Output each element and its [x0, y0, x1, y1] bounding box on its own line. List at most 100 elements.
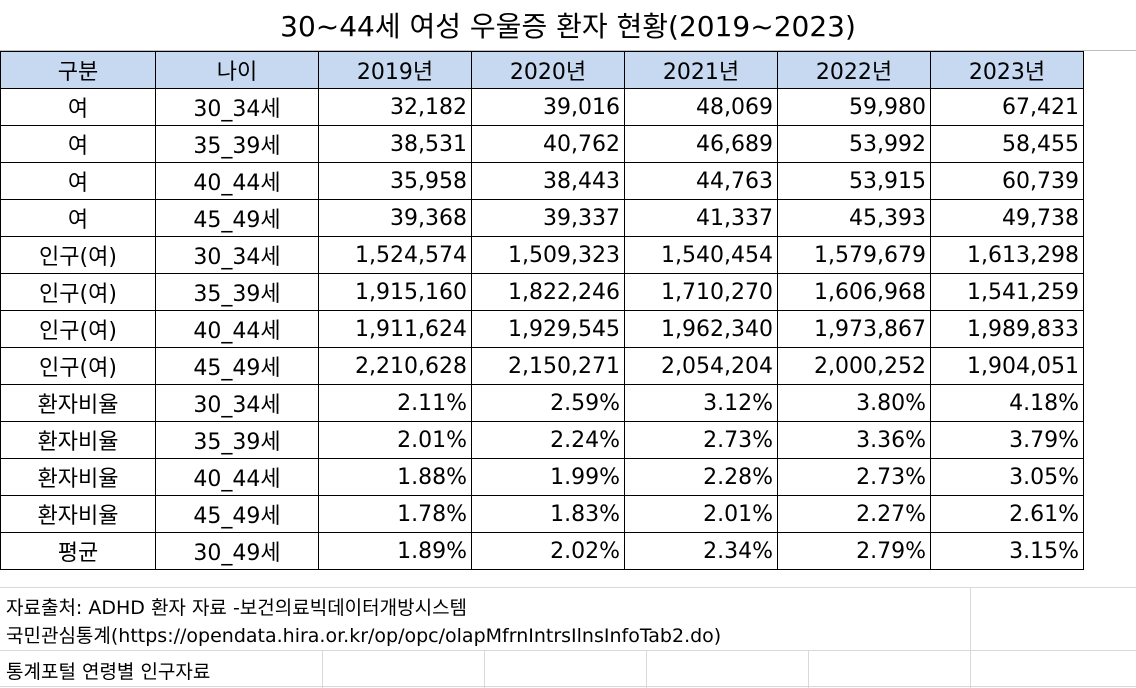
age-cell[interactable]: 35_39세 — [155, 125, 319, 163]
age-cell[interactable]: 45_49세 — [155, 347, 319, 385]
category-cell[interactable]: 평균 — [0, 532, 156, 570]
value-cell[interactable]: 1,613,298 — [930, 236, 1084, 274]
value-cell[interactable]: 1,962,340 — [624, 310, 778, 348]
age-cell[interactable]: 30_49세 — [155, 532, 319, 570]
category-cell[interactable]: 인구(여) — [0, 347, 156, 385]
age-cell[interactable]: 30_34세 — [155, 88, 319, 126]
value-cell[interactable]: 1.89% — [318, 532, 472, 570]
header-cell[interactable]: 2019년 — [318, 51, 472, 89]
value-cell[interactable]: 3.05% — [930, 458, 1084, 496]
value-cell[interactable]: 1.99% — [471, 458, 625, 496]
value-cell[interactable]: 2.02% — [471, 532, 625, 570]
value-cell[interactable]: 46,689 — [624, 125, 778, 163]
value-cell[interactable]: 40,762 — [471, 125, 625, 163]
age-cell[interactable]: 45_49세 — [155, 495, 319, 533]
header-cell[interactable]: 구분 — [0, 51, 156, 89]
value-cell[interactable]: 1.88% — [318, 458, 472, 496]
value-cell[interactable]: 2.24% — [471, 421, 625, 459]
category-cell[interactable]: 인구(여) — [0, 236, 156, 274]
category-cell[interactable]: 인구(여) — [0, 310, 156, 348]
value-cell[interactable]: 39,368 — [318, 199, 472, 237]
age-cell[interactable]: 35_39세 — [155, 421, 319, 459]
value-cell[interactable]: 2,054,204 — [624, 347, 778, 385]
value-cell[interactable]: 1,606,968 — [777, 273, 931, 311]
value-cell[interactable]: 2,150,271 — [471, 347, 625, 385]
value-cell[interactable]: 3.12% — [624, 384, 778, 422]
value-cell[interactable]: 2.01% — [318, 421, 472, 459]
value-cell[interactable]: 38,443 — [471, 162, 625, 200]
age-cell[interactable]: 35_39세 — [155, 273, 319, 311]
header-cell[interactable]: 2022년 — [777, 51, 931, 89]
value-cell[interactable]: 53,992 — [777, 125, 931, 163]
age-cell[interactable]: 40_44세 — [155, 458, 319, 496]
value-cell[interactable]: 1.83% — [471, 495, 625, 533]
source-note-3[interactable]: 통계포털 연령별 인구자료 — [6, 661, 211, 683]
value-cell[interactable]: 3.15% — [930, 532, 1084, 570]
value-cell[interactable]: 39,016 — [471, 88, 625, 126]
value-cell[interactable]: 2.73% — [777, 458, 931, 496]
value-cell[interactable]: 1,915,160 — [318, 273, 472, 311]
value-cell[interactable]: 67,421 — [930, 88, 1084, 126]
value-cell[interactable]: 45,393 — [777, 199, 931, 237]
value-cell[interactable]: 1,509,323 — [471, 236, 625, 274]
age-cell[interactable]: 45_49세 — [155, 199, 319, 237]
value-cell[interactable]: 1,904,051 — [930, 347, 1084, 385]
value-cell[interactable]: 2.28% — [624, 458, 778, 496]
value-cell[interactable]: 41,337 — [624, 199, 778, 237]
value-cell[interactable]: 38,531 — [318, 125, 472, 163]
value-cell[interactable]: 1,540,454 — [624, 236, 778, 274]
category-cell[interactable]: 환자비율 — [0, 421, 156, 459]
value-cell[interactable]: 39,337 — [471, 199, 625, 237]
value-cell[interactable]: 1,929,545 — [471, 310, 625, 348]
value-cell[interactable]: 2.79% — [777, 532, 931, 570]
category-cell[interactable]: 환자비율 — [0, 458, 156, 496]
value-cell[interactable]: 2.34% — [624, 532, 778, 570]
value-cell[interactable]: 4.18% — [930, 384, 1084, 422]
age-cell[interactable]: 30_34세 — [155, 384, 319, 422]
value-cell[interactable]: 1,911,624 — [318, 310, 472, 348]
value-cell[interactable]: 1,524,574 — [318, 236, 472, 274]
value-cell[interactable]: 1.78% — [318, 495, 472, 533]
value-cell[interactable]: 32,182 — [318, 88, 472, 126]
value-cell[interactable]: 2.61% — [930, 495, 1084, 533]
category-cell[interactable]: 여 — [0, 199, 156, 237]
value-cell[interactable]: 2,210,628 — [318, 347, 472, 385]
age-cell[interactable]: 30_34세 — [155, 236, 319, 274]
value-cell[interactable]: 60,739 — [930, 162, 1084, 200]
header-cell[interactable]: 2020년 — [471, 51, 625, 89]
value-cell[interactable]: 2.73% — [624, 421, 778, 459]
category-cell[interactable]: 환자비율 — [0, 384, 156, 422]
header-cell[interactable]: 2021년 — [624, 51, 778, 89]
value-cell[interactable]: 1,973,867 — [777, 310, 931, 348]
category-cell[interactable]: 여 — [0, 125, 156, 163]
value-cell[interactable]: 2,000,252 — [777, 347, 931, 385]
value-cell[interactable]: 1,989,833 — [930, 310, 1084, 348]
value-cell[interactable]: 48,069 — [624, 88, 778, 126]
header-cell[interactable]: 나이 — [155, 51, 319, 89]
value-cell[interactable]: 1,822,246 — [471, 273, 625, 311]
value-cell[interactable]: 44,763 — [624, 162, 778, 200]
value-cell[interactable]: 49,738 — [930, 199, 1084, 237]
age-cell[interactable]: 40_44세 — [155, 310, 319, 348]
value-cell[interactable]: 2.27% — [777, 495, 931, 533]
category-cell[interactable]: 환자비율 — [0, 495, 156, 533]
source-note-2[interactable]: 국민관심통계(https://opendata.hira.or.kr/op/op… — [6, 625, 722, 647]
age-cell[interactable]: 40_44세 — [155, 162, 319, 200]
value-cell[interactable]: 53,915 — [777, 162, 931, 200]
value-cell[interactable]: 35,958 — [318, 162, 472, 200]
value-cell[interactable]: 58,455 — [930, 125, 1084, 163]
category-cell[interactable]: 여 — [0, 88, 156, 126]
value-cell[interactable]: 1,541,259 — [930, 273, 1084, 311]
value-cell[interactable]: 59,980 — [777, 88, 931, 126]
value-cell[interactable]: 1,579,679 — [777, 236, 931, 274]
value-cell[interactable]: 3.36% — [777, 421, 931, 459]
value-cell[interactable]: 1,710,270 — [624, 273, 778, 311]
value-cell[interactable]: 3.80% — [777, 384, 931, 422]
source-note-1[interactable]: 자료출처: ADHD 환자 자료 -보건의료빅데이터개방시스템 — [6, 597, 468, 619]
category-cell[interactable]: 여 — [0, 162, 156, 200]
header-cell[interactable]: 2023년 — [930, 51, 1084, 89]
value-cell[interactable]: 3.79% — [930, 421, 1084, 459]
value-cell[interactable]: 2.01% — [624, 495, 778, 533]
value-cell[interactable]: 2.11% — [318, 384, 472, 422]
value-cell[interactable]: 2.59% — [471, 384, 625, 422]
